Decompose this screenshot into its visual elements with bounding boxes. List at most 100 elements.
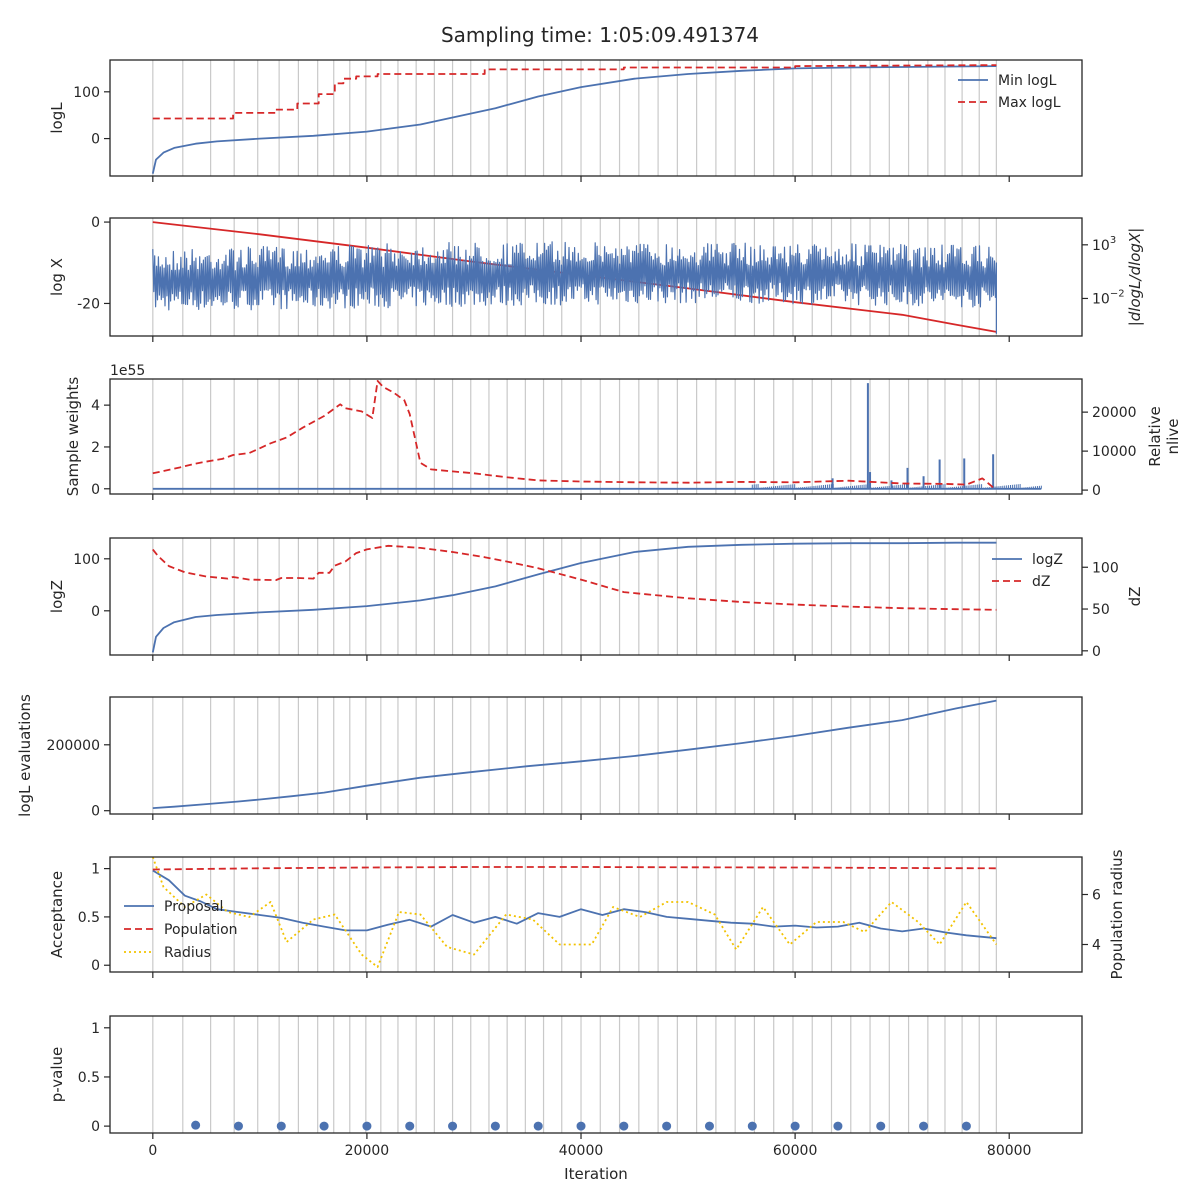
logz-series-logz xyxy=(151,541,997,653)
pvalue-point xyxy=(619,1121,629,1131)
pvalue-point xyxy=(790,1121,800,1131)
logz-series-dz xyxy=(152,544,997,611)
weights-series-1 xyxy=(152,379,994,489)
evals-ytick-label: 200000 xyxy=(47,738,100,754)
acceptance-ytick-right-label: 4 xyxy=(1092,938,1101,954)
acceptance-plot-area xyxy=(151,857,998,972)
logz-ytick-right-label: 0 xyxy=(1092,644,1101,660)
figure-title: Sampling time: 1:05:09.491374 xyxy=(441,23,759,47)
logl-frame xyxy=(109,59,1083,177)
pvalue-ytick-label: 0 xyxy=(91,1119,100,1135)
weights-ytick-label: 2 xyxy=(91,440,100,456)
logx-ytick-label: 0 xyxy=(91,215,100,231)
evals-frame xyxy=(109,696,1083,815)
logl-ytick-label: 100 xyxy=(73,85,100,101)
x-axis-label: Iteration xyxy=(564,1165,628,1183)
logz-ylabel: logZ xyxy=(48,580,66,613)
pvalue-point xyxy=(576,1121,586,1131)
pvalue-ylabel: p-value xyxy=(48,1047,66,1103)
logz-ytick-label: 0 xyxy=(91,604,100,620)
xtick-label: 0 xyxy=(148,1143,157,1159)
logz-legend-entry-label: logZ xyxy=(1032,552,1063,568)
logl-ytick-label: 0 xyxy=(91,132,100,148)
pvalue-point xyxy=(961,1121,971,1131)
logz-legend: logZ dZ xyxy=(992,552,1063,590)
logx-ylabel-right: |dlogL/dlogX| xyxy=(1126,228,1144,327)
panel-acceptance: 0 0.5 1 Acceptance 4 6 Population radius Propos… xyxy=(48,849,1126,979)
pvalue-point xyxy=(919,1121,929,1131)
weights-frame xyxy=(109,378,1083,495)
pvalue-ytick-label: 0.5 xyxy=(78,1070,100,1086)
weights-ylabel: Sample weights xyxy=(64,377,82,497)
weights-ytick-right-label: 10000 xyxy=(1092,444,1137,460)
logz-ytick-label: 100 xyxy=(73,552,100,568)
logl-plot-area xyxy=(151,60,997,176)
logl-series-max-logl xyxy=(152,64,997,120)
logl-ylabel: logL xyxy=(48,102,66,134)
pvalue-point xyxy=(276,1121,286,1131)
acceptance-ylabel-right: Population radius xyxy=(1108,849,1126,979)
evals-series-0 xyxy=(152,699,997,809)
logz-ylabel-right: dZ xyxy=(1126,587,1144,607)
pvalue-point xyxy=(319,1121,329,1131)
xtick-label: 40000 xyxy=(559,1143,604,1159)
acceptance-legend-entry-label: Radius xyxy=(164,945,211,961)
logz-legend-entry-label: dZ xyxy=(1032,574,1050,590)
pvalue-frame xyxy=(109,1015,1083,1134)
logx-ylabel: log X xyxy=(48,258,66,296)
panel-weights: 0 2 4 Sample weights 1e55 0 10000 20000 Relative… xyxy=(64,363,1182,500)
pvalue-ytick-label: 1 xyxy=(91,1021,100,1037)
acceptance-ytick-label: 1 xyxy=(91,862,100,878)
logz-frame xyxy=(109,537,1083,656)
pvalue-point xyxy=(876,1121,886,1131)
evals-ylabel: logL evaluations xyxy=(16,694,34,817)
logz-ytick-right-label: 50 xyxy=(1092,602,1110,618)
acceptance-legend-entry-label: Population xyxy=(164,922,238,938)
xtick-label: 60000 xyxy=(773,1143,818,1159)
logx-plot-area xyxy=(152,218,998,336)
panel-pvalue: 0 0.5 1 p-value 0 20000 40000 60000 80000 Iterati… xyxy=(48,1015,1083,1183)
pvalue-point xyxy=(704,1121,714,1131)
xtick-label: 80000 xyxy=(987,1143,1032,1159)
acceptance-legend-entry-label: Proposal xyxy=(164,899,223,915)
panel-logl: 0 100 logL Min logL Max logL xyxy=(48,59,1083,182)
logz-ytick-right-label: 100 xyxy=(1092,560,1119,576)
evals-ytick-label: 0 xyxy=(91,804,100,820)
weights-ytick-label: 0 xyxy=(91,482,100,498)
logl-legend-entry-label: Min logL xyxy=(998,73,1057,89)
pvalue-point xyxy=(191,1120,201,1130)
pvalue-point xyxy=(533,1121,543,1131)
acceptance-ytick-label: 0 xyxy=(91,958,100,974)
acceptance-ytick-right-label: 6 xyxy=(1092,888,1101,904)
evals-plot-area xyxy=(152,697,997,814)
weights-ytick-label: 4 xyxy=(91,398,100,414)
logx-series-1 xyxy=(152,241,998,334)
panel-logz: 0 100 logZ 0 50 100 dZ logZ dZ xyxy=(48,537,1144,661)
pvalue-point xyxy=(448,1121,458,1131)
logx-ytick-right-label: 10−2 xyxy=(1092,288,1125,307)
weights-plot-area xyxy=(152,379,1042,494)
acceptance-legend: Proposal Population Radius xyxy=(124,899,238,961)
logz-plot-area xyxy=(151,538,997,655)
logl-legend-entry-label: Max logL xyxy=(998,95,1061,111)
logx-ytick-right-label: 103 xyxy=(1092,235,1116,254)
pvalue-point xyxy=(233,1121,243,1131)
pvalue-point xyxy=(362,1121,372,1131)
logl-legend: Min logL Max logL xyxy=(958,73,1061,111)
xtick-label: 20000 xyxy=(345,1143,390,1159)
pvalue-plot-area xyxy=(152,1016,997,1133)
weights-ylabel-right: Relativenlive xyxy=(1146,406,1182,467)
acceptance-series-proposal xyxy=(152,869,997,940)
pvalue-point xyxy=(662,1121,672,1131)
weights-offset-label: 1e55 xyxy=(110,363,145,379)
pvalue-point xyxy=(490,1121,500,1131)
acceptance-frame xyxy=(109,856,1083,973)
pvalue-point xyxy=(833,1121,843,1131)
pvalue-point xyxy=(747,1121,757,1131)
acceptance-ytick-label: 0.5 xyxy=(78,910,100,926)
logl-series-min-logl xyxy=(151,65,997,174)
pvalue-point xyxy=(405,1121,415,1131)
weights-ytick-right-label: 20000 xyxy=(1092,405,1137,421)
